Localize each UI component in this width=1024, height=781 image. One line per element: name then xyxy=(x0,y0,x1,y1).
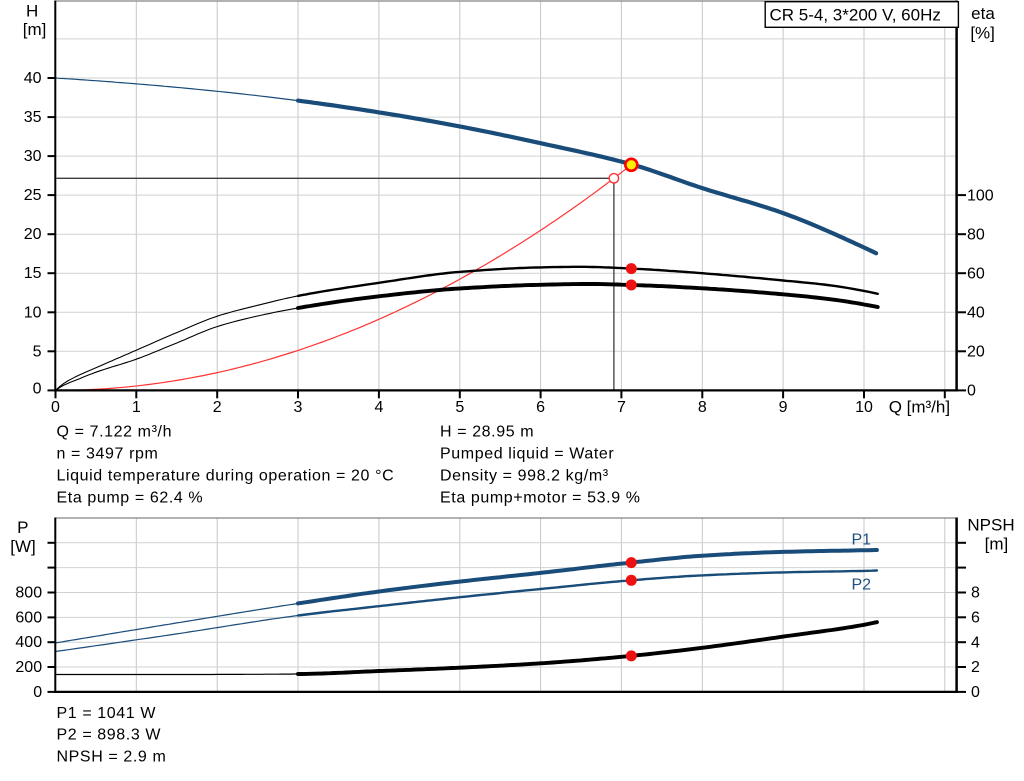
svg-text:100: 100 xyxy=(967,187,994,204)
svg-text:Q = 7.122 m³/h: Q = 7.122 m³/h xyxy=(57,424,173,441)
svg-text:Density = 998.2 kg/m³: Density = 998.2 kg/m³ xyxy=(440,468,609,485)
svg-text:1: 1 xyxy=(132,399,141,416)
svg-text:[m]: [m] xyxy=(23,20,47,39)
svg-text:P: P xyxy=(17,518,28,537)
svg-text:10: 10 xyxy=(855,399,873,416)
svg-text:6: 6 xyxy=(536,399,545,416)
svg-text:0: 0 xyxy=(971,684,980,701)
svg-text:400: 400 xyxy=(15,634,42,651)
svg-text:4: 4 xyxy=(374,399,383,416)
svg-text:Liquid temperature during oper: Liquid temperature during operation = 20… xyxy=(57,468,395,485)
svg-text:[W]: [W] xyxy=(10,537,36,556)
svg-text:10: 10 xyxy=(24,304,42,321)
svg-text:25: 25 xyxy=(24,187,42,204)
svg-text:0: 0 xyxy=(33,684,42,701)
svg-text:H = 28.95 m: H = 28.95 m xyxy=(440,424,534,441)
svg-text:NPSH: NPSH xyxy=(967,516,1014,535)
svg-text:15: 15 xyxy=(24,265,42,282)
svg-text:P1: P1 xyxy=(852,532,872,549)
svg-text:0: 0 xyxy=(51,399,60,416)
svg-text:[m]: [m] xyxy=(985,535,1009,554)
svg-text:NPSH = 2.9 m: NPSH = 2.9 m xyxy=(57,748,167,765)
svg-text:60: 60 xyxy=(967,265,985,282)
svg-text:20: 20 xyxy=(967,344,985,361)
svg-text:35: 35 xyxy=(24,109,42,126)
svg-text:30: 30 xyxy=(24,148,42,165)
svg-text:4: 4 xyxy=(971,634,980,651)
svg-text:H: H xyxy=(26,2,38,21)
svg-text:5: 5 xyxy=(455,399,464,416)
svg-text:Pumped liquid = Water: Pumped liquid = Water xyxy=(440,446,614,463)
svg-text:3: 3 xyxy=(294,399,303,416)
svg-text:0: 0 xyxy=(967,383,976,400)
svg-text:40: 40 xyxy=(967,305,985,322)
svg-text:40: 40 xyxy=(24,70,42,87)
svg-text:800: 800 xyxy=(15,585,42,602)
svg-text:CR 5-4, 3*200 V, 60Hz: CR 5-4, 3*200 V, 60Hz xyxy=(770,6,941,25)
svg-text:P1 = 1041 W: P1 = 1041 W xyxy=(57,705,157,722)
svg-text:600: 600 xyxy=(15,609,42,626)
svg-text:8: 8 xyxy=(698,399,707,416)
svg-text:2: 2 xyxy=(971,659,980,676)
svg-text:8: 8 xyxy=(971,585,980,602)
svg-text:80: 80 xyxy=(967,226,985,243)
svg-text:6: 6 xyxy=(971,610,980,627)
svg-text:200: 200 xyxy=(15,659,42,676)
svg-text:20: 20 xyxy=(24,226,42,243)
svg-text:5: 5 xyxy=(33,343,42,360)
svg-text:7: 7 xyxy=(617,399,626,416)
svg-text:[%]: [%] xyxy=(970,23,995,42)
svg-text:9: 9 xyxy=(779,399,788,416)
svg-text:n = 3497 rpm: n = 3497 rpm xyxy=(57,446,159,463)
svg-text:Eta pump+motor = 53.9 %: Eta pump+motor = 53.9 % xyxy=(440,490,641,507)
svg-text:eta: eta xyxy=(971,4,995,23)
svg-text:2: 2 xyxy=(213,399,222,416)
svg-text:P2 = 898.3 W: P2 = 898.3 W xyxy=(57,727,162,744)
svg-text:P2: P2 xyxy=(852,576,872,593)
svg-text:Eta pump = 62.4 %: Eta pump = 62.4 % xyxy=(57,490,204,507)
svg-text:Q [m³/h]: Q [m³/h] xyxy=(889,398,950,417)
svg-text:0: 0 xyxy=(33,381,42,398)
